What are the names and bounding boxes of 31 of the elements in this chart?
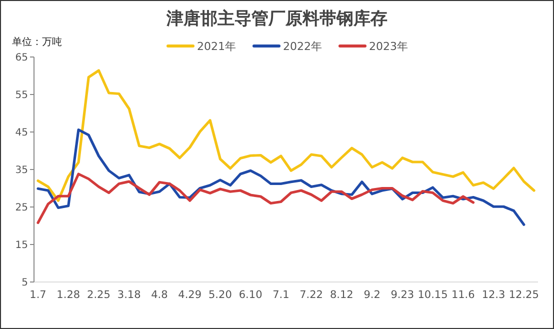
x-tick-label: 9.2	[364, 289, 380, 301]
x-tick-label: 12.3	[482, 289, 506, 301]
legend-label: 2022年	[283, 40, 322, 53]
x-tick-label: 8.12	[330, 289, 354, 301]
line-series	[36, 69, 536, 202]
legend-label: 2021年	[197, 40, 236, 53]
line-series	[36, 172, 475, 224]
x-tick-label: 1.28	[56, 289, 80, 301]
x-tick-label: 12.25	[508, 289, 539, 301]
y-tick-label: 65	[15, 52, 28, 64]
y-tick-label: 15	[15, 240, 28, 251]
x-tick-label: 9.23	[390, 289, 414, 301]
x-tick-label: 7.1	[272, 289, 290, 301]
x-tick-label: 2.25	[87, 289, 110, 301]
y-tick-label: 45	[15, 128, 28, 138]
y-tick-label: 5	[22, 278, 28, 288]
y-axis-title: 单位：万吨	[12, 36, 62, 48]
x-tick-label: 11.6	[451, 289, 476, 301]
x-tick-label: 7.22	[300, 289, 323, 301]
x-tick-label: 4.8	[151, 289, 168, 301]
y-tick-label: 55	[15, 90, 28, 101]
y-tick-label: 35	[15, 165, 28, 176]
y-tick-label: 25	[15, 202, 28, 214]
x-tick-label: 3.18	[117, 289, 141, 301]
x-tick-label: 1.7	[30, 289, 46, 301]
legend-label: 2023年	[369, 40, 408, 53]
x-tick-label: 10.15	[418, 289, 448, 301]
chart-title: 津唐邯主导管厂原料带钢库存	[166, 9, 388, 29]
x-tick-label: 4.29	[178, 289, 202, 301]
x-tick-label: 6.10	[238, 289, 262, 301]
x-tick-label: 5.20	[208, 289, 232, 301]
